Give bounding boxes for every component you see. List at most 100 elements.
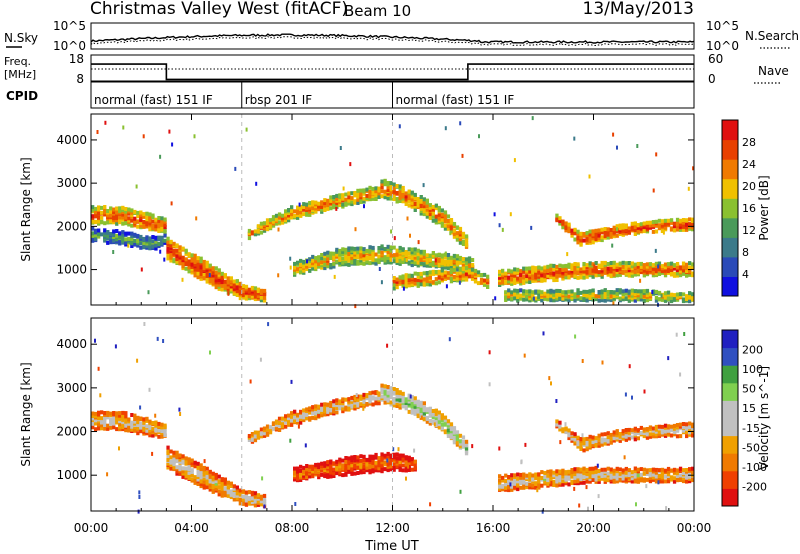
data-cell: [621, 223, 625, 228]
data-cell: [241, 293, 246, 298]
data-cell: [678, 473, 683, 478]
data-cell: [552, 289, 556, 294]
data-cell: [392, 452, 396, 457]
data-cell: [630, 430, 634, 435]
data-cell: [220, 283, 224, 288]
data-cell: [528, 280, 532, 284]
data-cell: [368, 457, 372, 462]
data-cell: [184, 469, 188, 474]
data-cell: [241, 289, 246, 293]
data-cell: [413, 277, 417, 282]
data-cell: [573, 269, 577, 274]
scatter-cell: [390, 229, 393, 234]
data-cell: [425, 282, 429, 287]
data-cell: [232, 490, 236, 495]
data-cell: [302, 205, 306, 209]
data-cell: [458, 237, 463, 242]
data-cell: [555, 268, 559, 273]
data-cell: [389, 253, 393, 258]
data-cell: [338, 193, 342, 198]
data-cell: [317, 413, 321, 418]
data-cell: [350, 246, 354, 251]
data-cell: [253, 294, 258, 299]
data-cell: [335, 398, 339, 403]
data-cell: [326, 250, 330, 255]
cpid-segment-label: rbsp 201 IF: [245, 93, 312, 107]
data-cell: [407, 260, 411, 265]
data-cell: [470, 276, 475, 281]
data-cell: [274, 419, 279, 424]
data-cell: [341, 466, 345, 471]
data-cell: [428, 216, 432, 220]
data-cell: [112, 238, 116, 243]
data-cell: [585, 274, 589, 279]
data-cell: [124, 207, 128, 211]
data-cell: [567, 469, 571, 474]
data-cell: [561, 270, 565, 275]
scatter-cell: [488, 350, 491, 355]
data-cell: [136, 214, 140, 219]
data-cell: [299, 270, 303, 275]
data-cell: [588, 479, 592, 484]
data-cell: [145, 235, 149, 240]
data-cell: [621, 476, 625, 481]
scatter-cell: [501, 227, 504, 232]
data-cell: [380, 256, 384, 261]
data-cell: [217, 270, 221, 275]
data-cell: [323, 406, 327, 411]
data-cell: [94, 210, 98, 215]
data-cell: [389, 391, 393, 396]
data-cell: [627, 475, 631, 480]
data-cell: [555, 217, 559, 222]
data-cell: [103, 205, 107, 209]
data-cell: [293, 209, 297, 214]
data-cell: [437, 416, 441, 421]
data-cell: [404, 275, 408, 280]
data-cell: [522, 472, 526, 477]
data-cell: [688, 467, 692, 472]
data-cell: [401, 463, 405, 468]
data-cell: [338, 255, 342, 260]
scatter-cell: [536, 488, 539, 493]
data-cell: [642, 467, 646, 472]
data-cell: [356, 465, 360, 470]
data-cell: [609, 228, 613, 232]
data-cell: [181, 471, 185, 476]
data-cell: [398, 261, 402, 266]
data-cell: [148, 244, 152, 249]
data-cell: [154, 246, 158, 251]
data-cell: [654, 267, 659, 272]
data-cell: [576, 440, 580, 445]
data-cell: [657, 218, 662, 223]
data-cell: [636, 436, 640, 441]
data-cell: [299, 262, 303, 267]
data-cell: [112, 411, 116, 415]
data-cell: [287, 418, 291, 423]
data-cell: [178, 245, 182, 250]
data-cell: [326, 469, 330, 474]
data-cell: [226, 278, 230, 283]
nsearch-label: N.Search: [745, 29, 799, 43]
data-cell: [392, 403, 396, 408]
data-cell: [317, 264, 321, 269]
data-cell: [618, 269, 622, 274]
data-cell: [335, 197, 339, 202]
data-cell: [645, 288, 650, 293]
data-cell: [238, 497, 242, 502]
colorbar-segment: [722, 159, 738, 180]
data-cell: [618, 432, 622, 436]
data-cell: [458, 230, 463, 235]
data-cell: [624, 437, 628, 442]
data-cell: [573, 432, 577, 437]
data-cell: [501, 278, 505, 283]
data-cell: [449, 272, 454, 277]
data-cell: [552, 295, 556, 300]
data-cell: [461, 267, 466, 271]
data-cell: [103, 233, 107, 238]
data-cell: [100, 215, 104, 220]
data-cell: [681, 476, 686, 481]
data-cell: [184, 456, 188, 461]
data-cell: [259, 434, 264, 438]
data-cell: [558, 474, 562, 479]
data-cell: [359, 191, 363, 196]
